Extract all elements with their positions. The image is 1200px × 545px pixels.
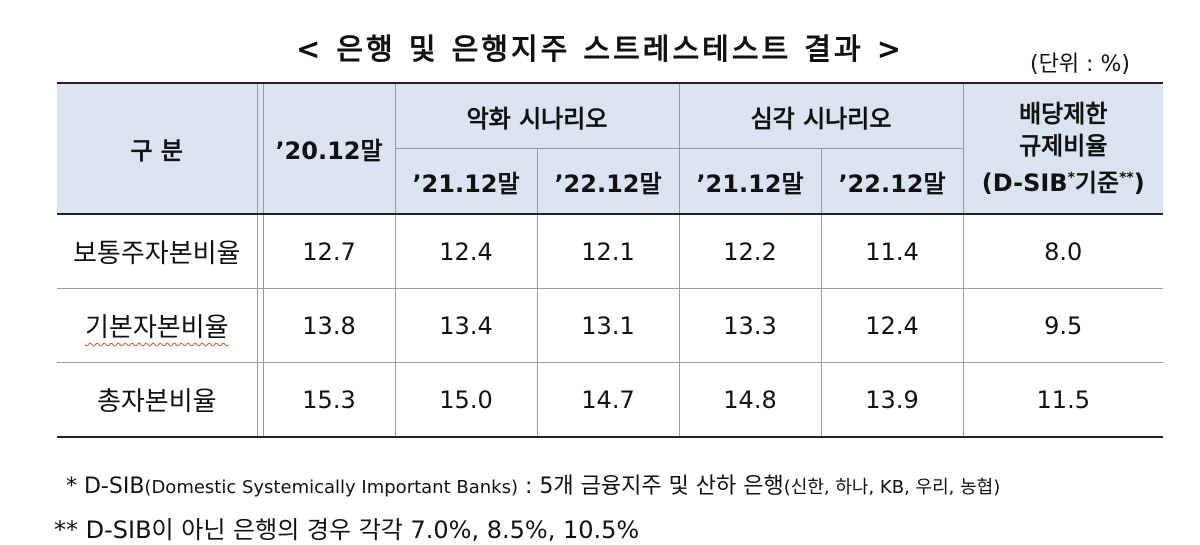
cell: 12.1 [536,214,680,289]
cell: 12.2 [678,214,822,289]
unit-label: (단위 : %) [1030,52,1130,77]
header-adverse-scenario: 악화 시나리오 [394,83,680,149]
stress-test-table-wrap: 구 분 ’20.12말 악화 시나리오 심각 시나리오 배당제한 규제비율 (D… [57,82,1163,438]
header-dividend-ratio: 배당제한 규제비율 (D-SIB*기준**) [962,83,1163,215]
row-label: 총자본비율 [57,362,258,438]
cell: 15.0 [394,362,538,438]
cell: 8.0 [962,214,1163,289]
header-severe-2021: ’21.12말 [678,148,822,215]
cell: 13.9 [820,362,964,438]
cell: 13.8 [262,288,396,363]
cell: 12.4 [820,288,964,363]
table-row: 총자본비율 15.3 15.0 14.7 14.8 13.9 11.5 [57,362,1163,438]
table-row: 보통주자본비율 12.7 12.4 12.1 12.2 11.4 8.0 [57,214,1163,289]
footnote-dsib: * D-SIB(Domestic Systemically Important … [66,474,1001,499]
cell: 11.4 [820,214,964,289]
cell: 11.5 [962,362,1163,438]
header-adverse-2021: ’21.12말 [395,148,538,215]
header-category: 구 분 [57,83,258,215]
cell: 12.7 [262,214,396,289]
table-row: 기본자본비율 13.8 13.4 13.1 13.3 12.4 9.5 [57,288,1163,363]
cell: 13.3 [678,288,822,363]
header-severe-2022: ’22.12말 [820,148,963,215]
cell: 13.1 [536,288,680,363]
cell: 14.8 [678,362,822,438]
header-adverse-2022: ’22.12말 [536,148,680,215]
stress-test-table: 구 분 ’20.12말 악화 시나리오 심각 시나리오 배당제한 규제비율 (D… [57,82,1163,438]
row-label: 기본자본비율 [57,288,258,363]
cell: 9.5 [962,288,1163,363]
cell: 14.7 [536,362,680,438]
table-title: < 은행 및 은행지주 스트레스테스트 결과 > [295,32,905,66]
header-base-period: ’20.12말 [262,83,396,215]
dividend-line2: 규제비율 [1019,132,1108,160]
cell: 15.3 [262,362,396,438]
header-severe-scenario: 심각 시나리오 [678,83,964,149]
cell: 13.4 [394,288,538,363]
footnote-non-dsib: ** D-SIB이 아닌 은행의 경우 각각 7.0%, 8.5%, 10.5% [54,516,640,544]
cell: 12.4 [394,214,538,289]
dividend-line3: (D-SIB*기준**) [981,169,1145,197]
row-label: 보통주자본비율 [57,214,258,289]
dividend-line1: 배당제한 [1019,100,1108,128]
